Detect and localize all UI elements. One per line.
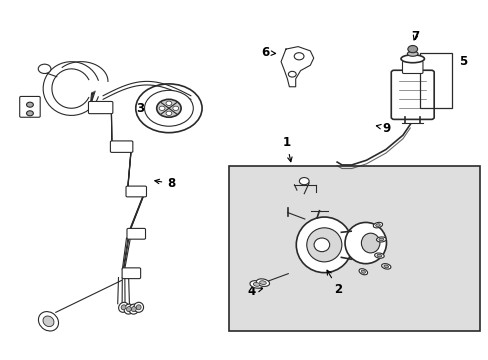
Ellipse shape — [372, 222, 382, 228]
Ellipse shape — [43, 316, 54, 327]
FancyBboxPatch shape — [110, 141, 133, 152]
FancyBboxPatch shape — [122, 268, 141, 279]
FancyBboxPatch shape — [20, 96, 40, 117]
Text: 8: 8 — [155, 177, 175, 190]
Circle shape — [294, 53, 304, 60]
Ellipse shape — [381, 264, 390, 269]
Bar — [419, 53, 451, 108]
Circle shape — [26, 111, 33, 116]
Ellipse shape — [358, 269, 367, 275]
Circle shape — [136, 84, 202, 133]
Ellipse shape — [361, 270, 365, 273]
Text: 5: 5 — [458, 55, 467, 68]
Text: 6: 6 — [260, 46, 275, 59]
Circle shape — [144, 90, 193, 126]
FancyBboxPatch shape — [127, 228, 145, 239]
Ellipse shape — [378, 238, 383, 241]
Ellipse shape — [256, 279, 269, 287]
Circle shape — [288, 71, 296, 77]
Ellipse shape — [361, 233, 379, 253]
Text: 4: 4 — [247, 285, 262, 298]
Text: 3: 3 — [136, 102, 151, 115]
Ellipse shape — [400, 55, 424, 63]
Ellipse shape — [119, 302, 128, 312]
Circle shape — [26, 102, 33, 107]
Circle shape — [172, 106, 178, 111]
Ellipse shape — [134, 302, 143, 312]
Ellipse shape — [126, 307, 131, 312]
Ellipse shape — [136, 305, 141, 310]
Bar — [228, 166, 479, 330]
Text: 9: 9 — [376, 122, 390, 135]
Circle shape — [159, 106, 164, 111]
Ellipse shape — [129, 304, 139, 314]
Ellipse shape — [249, 281, 263, 288]
Ellipse shape — [375, 224, 380, 226]
Ellipse shape — [306, 228, 341, 262]
Text: 1: 1 — [282, 136, 291, 162]
Ellipse shape — [376, 237, 386, 242]
Ellipse shape — [374, 253, 384, 258]
Circle shape — [407, 45, 417, 53]
Ellipse shape — [345, 222, 386, 264]
Ellipse shape — [407, 51, 417, 56]
Ellipse shape — [376, 254, 381, 257]
Ellipse shape — [39, 312, 59, 331]
FancyBboxPatch shape — [88, 102, 113, 114]
Ellipse shape — [296, 217, 352, 273]
Ellipse shape — [131, 307, 136, 312]
FancyBboxPatch shape — [126, 186, 146, 197]
Ellipse shape — [383, 265, 388, 268]
FancyBboxPatch shape — [402, 61, 422, 73]
Circle shape — [38, 64, 51, 73]
Circle shape — [157, 99, 181, 117]
FancyBboxPatch shape — [390, 70, 433, 120]
Ellipse shape — [253, 283, 260, 286]
Circle shape — [165, 111, 171, 116]
Ellipse shape — [259, 281, 265, 284]
Circle shape — [165, 101, 171, 105]
Ellipse shape — [124, 304, 134, 314]
Circle shape — [299, 177, 308, 185]
Text: 7: 7 — [410, 30, 418, 43]
Text: 2: 2 — [326, 270, 342, 296]
Ellipse shape — [121, 305, 126, 310]
Ellipse shape — [313, 238, 329, 252]
